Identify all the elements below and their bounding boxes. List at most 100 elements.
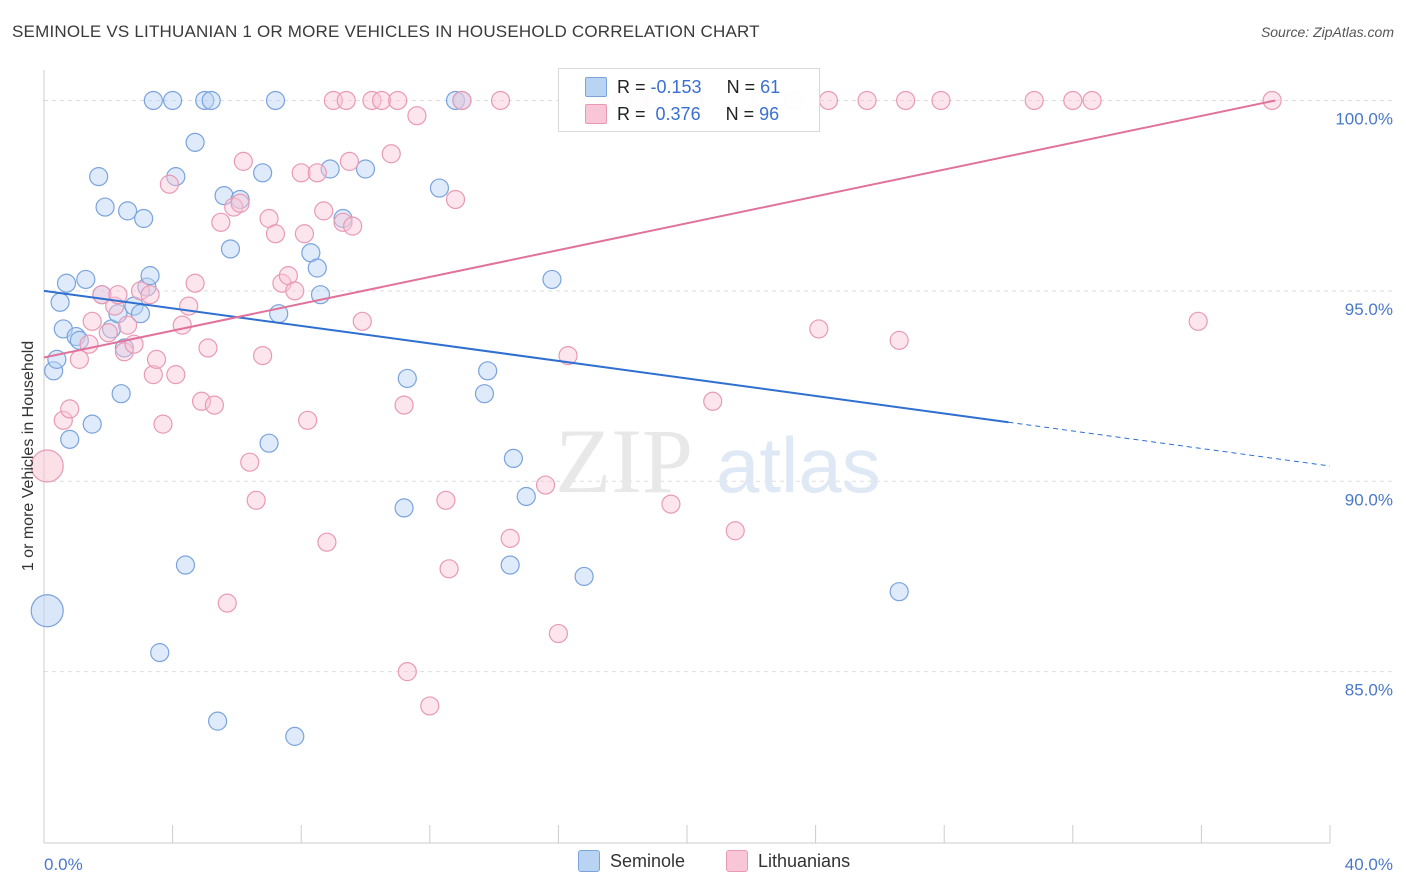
- seminole-point-46: [355, 159, 376, 179]
- lithuanian-point-76: [725, 521, 745, 541]
- seminole-point-58: [574, 566, 594, 587]
- seminole-point-13: [95, 197, 115, 217]
- x-tick-label-0: 0.0%: [44, 855, 83, 874]
- seminole-point-48: [397, 368, 417, 389]
- seminole-point-42: [307, 258, 327, 278]
- lithuanian-point-56: [397, 662, 417, 682]
- lithuanian-point-22: [185, 273, 205, 293]
- seminole-point-44: [320, 159, 340, 179]
- seminole-point-50: [445, 90, 466, 111]
- seminole-point-1: [44, 361, 64, 381]
- lithuanian-point-9: [108, 285, 128, 305]
- lithuanian-point-5: [82, 311, 102, 331]
- lithuanian-point-27: [217, 593, 237, 613]
- lithuanian-point-23: [191, 391, 212, 411]
- lithuanian-point-31: [240, 452, 260, 472]
- bottom-legend-swatch-lithuanians: [726, 850, 748, 872]
- chart-source: Source: ZipAtlas.com: [1260, 24, 1394, 40]
- seminole-point-24: [143, 90, 163, 111]
- seminole-point-32: [208, 711, 228, 731]
- seminole-point-54: [500, 555, 520, 575]
- lithuanian-point-39: [291, 163, 311, 183]
- y-tick-label-2: 90.0%: [1345, 490, 1393, 509]
- y-axis-label: 1 or more Vehicles in Household: [20, 341, 37, 571]
- legend-n-label: N =: [725, 103, 755, 124]
- lithuanian-point-60: [439, 559, 459, 579]
- lithuanian-point-67: [558, 345, 578, 366]
- y-tick-labels: 100.0% 95.0% 90.0% 85.0%: [1335, 109, 1393, 699]
- seminole-point-52: [474, 384, 495, 404]
- lithuanian-point-33: [253, 345, 273, 366]
- lithuanian-point-10: [114, 342, 134, 362]
- lithuanian-point-85: [1024, 90, 1044, 111]
- chart-title: SEMINOLE VS LITHUANIAN 1 OR MORE VEHICLE…: [12, 22, 760, 41]
- lithuanian-point-49: [343, 216, 363, 236]
- bottom-legend-lithuanians: Lithuanians: [726, 850, 850, 872]
- seminole-point-9: [76, 269, 96, 290]
- legend-r-seminole: -0.153: [650, 76, 702, 97]
- lithuanian-point-29: [230, 193, 250, 213]
- seminole-point-37: [259, 433, 279, 453]
- lithuanian-point-83: [896, 90, 916, 111]
- lithuanian-point-59: [436, 490, 456, 510]
- lithuanian-point-75: [703, 391, 723, 411]
- bottom-legend-swatch-seminole: [578, 850, 600, 872]
- seminole-point-0: [30, 594, 64, 628]
- lithuanian-point-65: [535, 475, 556, 495]
- seminole-point-23: [140, 266, 160, 286]
- lithuanian-point-79: [809, 319, 829, 339]
- lithuanian-point-7: [98, 323, 118, 343]
- lithuanian-points: [30, 90, 1282, 716]
- lithuanian-point-17: [153, 414, 173, 434]
- lithuanian-point-1: [53, 410, 73, 430]
- lithuanian-point-18: [159, 174, 179, 194]
- seminole-point-31: [201, 90, 221, 111]
- seminole-point-56: [516, 486, 536, 507]
- seminole-point-47: [394, 498, 414, 518]
- y-tick-label-3: 85.0%: [1345, 681, 1393, 700]
- seminole-point-55: [503, 448, 523, 469]
- seminole-point-26: [163, 90, 183, 111]
- lithuanian-point-64: [500, 528, 520, 548]
- bottom-legend: Seminole Lithuanians: [0, 850, 1406, 878]
- lithuanian-point-66: [548, 623, 569, 644]
- lithuanian-point-11: [117, 315, 138, 335]
- legend-r-lithuanians: 0.376: [655, 103, 701, 124]
- lithuanian-point-50: [352, 311, 372, 331]
- lithuanian-point-48: [339, 151, 360, 171]
- seminole-point-27: [166, 167, 186, 187]
- lithuanian-point-32: [246, 490, 266, 510]
- seminole-point-38: [265, 90, 286, 111]
- trend-lines: [43, 99, 1331, 467]
- x-tick-labels: 0.0% 40.0%: [44, 855, 1393, 874]
- lithuanian-point-4: [79, 334, 99, 354]
- legend-r-label: R =: [617, 76, 646, 97]
- lithuanian-point-58: [420, 696, 440, 716]
- seminole-point-3: [50, 292, 70, 312]
- seminole-point-11: [89, 167, 109, 187]
- seminole-trend-line: [43, 289, 1009, 424]
- lithuanian-point-47: [336, 90, 356, 111]
- lithuanian-point-42: [307, 163, 327, 183]
- seminole-point-59: [889, 582, 909, 602]
- seminole-point-29: [185, 132, 205, 152]
- lithuanian-point-88: [1188, 311, 1208, 331]
- lithuanian-point-73: [661, 494, 681, 514]
- seminole-point-10: [82, 414, 102, 434]
- lithuanian-point-44: [317, 532, 337, 552]
- lithuanian-point-26: [211, 212, 231, 232]
- legend-r-label: R =: [617, 103, 646, 124]
- legend: R = -0.153 N = 61 R = 0.376 N = 96: [558, 68, 820, 132]
- lithuanian-point-54: [388, 90, 408, 111]
- lithuanian-point-81: [857, 90, 877, 111]
- lithuanian-point-46: [333, 212, 353, 232]
- seminole-point-34: [220, 239, 241, 259]
- watermark-atlas: atlas: [716, 421, 881, 509]
- lithuanian-point-38: [285, 281, 305, 301]
- seminole-point-16: [111, 384, 131, 404]
- lithuanian-point-52: [371, 90, 392, 111]
- lithuanian-point-13: [130, 281, 151, 301]
- seminole-point-57: [542, 269, 562, 290]
- lithuanian-point-43: [314, 201, 334, 221]
- lithuanian-point-2: [60, 399, 80, 419]
